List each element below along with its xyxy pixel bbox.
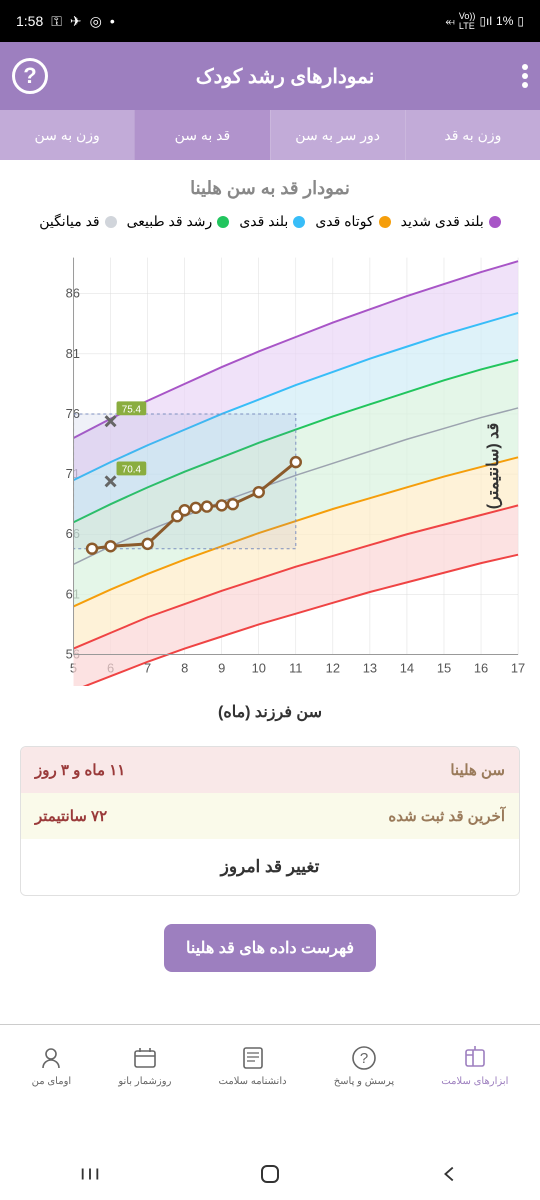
signal-icon: ▯ıl [479, 14, 492, 28]
last-value: ۷۲ سانتیمتر [35, 807, 107, 825]
legend-dot [105, 216, 117, 228]
chart-svg: 5661667176818656789101112131415161775.47… [12, 246, 528, 686]
svg-text:12: 12 [326, 660, 340, 675]
divider [0, 1024, 540, 1025]
legend-label: رشد قد طبیعی [127, 213, 213, 230]
svg-text:8: 8 [181, 660, 188, 675]
nav-label: دانشنامه سلامت [219, 1076, 287, 1087]
dot-icon: • [110, 13, 115, 29]
legend-dot [217, 216, 229, 228]
legend-item: قد میانگین [39, 213, 116, 230]
svg-text:?: ? [360, 1050, 368, 1067]
legend-label: کوتاه قدی [315, 213, 373, 230]
nav-label: روزشمار بانو [118, 1076, 171, 1087]
svg-text:81: 81 [66, 346, 80, 361]
svg-text:75.4: 75.4 [122, 404, 142, 415]
nav-label: پرسش و پاسخ [334, 1076, 394, 1087]
nav-icon [238, 1043, 268, 1073]
svg-text:70.4: 70.4 [122, 464, 142, 475]
tabs: وزن به قددور سر به سنقد به سنوزن به سن [0, 110, 540, 160]
tab[interactable]: قد به سن [134, 110, 269, 160]
recents-icon[interactable] [79, 1163, 101, 1190]
nav-label: ابزارهای سلامت [441, 1076, 508, 1087]
last-label: آخرین قد ثبت شده [388, 807, 505, 825]
status-time: 1:58 [16, 13, 43, 29]
key-icon: ⚿ [51, 13, 62, 30]
svg-text:13: 13 [363, 660, 377, 675]
status-left: 1:58 ⚿ ✈ ◎ • [16, 13, 115, 30]
legend-dot [379, 216, 391, 228]
info-row-age: سن هلینا ۱۱ ماه و ۳ روز [21, 747, 519, 793]
age-label: سن هلینا [450, 761, 505, 779]
status-bar: 1:58 ⚿ ✈ ◎ • ⬶ Vo))LTE ▯ıl 1% ▯ [0, 0, 540, 42]
nav-icon: ? [349, 1043, 379, 1073]
more-icon[interactable] [522, 64, 528, 88]
instagram-icon: ◎ [90, 13, 102, 30]
help-icon[interactable]: ? [12, 58, 48, 94]
nav-label: اومای من [32, 1076, 72, 1087]
back-icon[interactable] [439, 1163, 461, 1190]
system-nav [0, 1152, 540, 1200]
info-card: سن هلینا ۱۱ ماه و ۳ روز آخرین قد ثبت شده… [20, 746, 520, 896]
svg-text:14: 14 [400, 660, 414, 675]
legend-label: قد میانگین [39, 213, 99, 230]
nav-icon [130, 1043, 160, 1073]
nav-icon [460, 1043, 490, 1073]
legend-dot [489, 216, 501, 228]
legend-item: بلند قدی شدید [401, 213, 501, 230]
tab[interactable]: وزن به قد [405, 110, 540, 160]
svg-text:16: 16 [474, 660, 488, 675]
app-header: نمودارهای رشد کودک ? [0, 42, 540, 110]
lte-icon: Vo))LTE [459, 11, 476, 31]
svg-text:11: 11 [289, 660, 302, 675]
tab[interactable]: وزن به سن [0, 110, 134, 160]
svg-text:9: 9 [218, 660, 225, 675]
svg-text:10: 10 [252, 660, 266, 675]
nav-item[interactable]: اومای من [32, 1043, 72, 1087]
legend-label: بلند قدی [239, 213, 288, 230]
legend-label: بلند قدی شدید [401, 213, 484, 230]
nav-item[interactable]: ابزارهای سلامت [441, 1043, 508, 1087]
battery-text: 1% [496, 14, 513, 28]
nav-item[interactable]: روزشمار بانو [118, 1043, 171, 1087]
y-axis-label: قد (سانتیمتر) [483, 423, 503, 509]
legend-item: رشد قد طبیعی [127, 213, 230, 230]
page-title: نمودارهای رشد کودک [48, 64, 522, 89]
nav-icon [36, 1043, 66, 1073]
chart: قد (سانتیمتر) 56616671768186567891011121… [12, 246, 528, 686]
legend-item: کوتاه قدی [315, 213, 390, 230]
tab[interactable]: دور سر به سن [270, 110, 405, 160]
content: نمودار قد به سن هلینا بلند قدی شدید کوتاه… [0, 178, 540, 1024]
nav-item[interactable]: ? پرسش و پاسخ [334, 1043, 394, 1087]
age-value: ۱۱ ماه و ۳ روز [35, 761, 125, 779]
telegram-icon: ✈ [70, 13, 82, 30]
svg-text:15: 15 [437, 660, 451, 675]
nav-item[interactable]: دانشنامه سلامت [219, 1043, 287, 1087]
battery-icon: ▯ [517, 14, 524, 28]
legend-dot [293, 216, 305, 228]
wifi-icon: ⬶ [445, 14, 455, 29]
change-button[interactable]: تغییر قد امروز [21, 839, 519, 895]
x-axis-label: سن فرزند (ماه) [8, 702, 532, 722]
home-icon[interactable] [258, 1162, 282, 1191]
svg-text:86: 86 [66, 286, 80, 301]
legend: بلند قدی شدید کوتاه قدی بلند قدی رشد قد طبی… [8, 213, 532, 230]
bottom-nav: ابزارهای سلامت? پرسش و پاسخ دانشنامه سلامت… [0, 1039, 540, 1097]
svg-text:17: 17 [511, 660, 525, 675]
chart-title: نمودار قد به سن هلینا [8, 178, 532, 199]
legend-item: بلند قدی [239, 213, 305, 230]
info-row-last: آخرین قد ثبت شده ۷۲ سانتیمتر [21, 793, 519, 839]
list-button[interactable]: فهرست داده های قد هلینا [164, 924, 376, 972]
status-right: ⬶ Vo))LTE ▯ıl 1% ▯ [445, 11, 524, 31]
